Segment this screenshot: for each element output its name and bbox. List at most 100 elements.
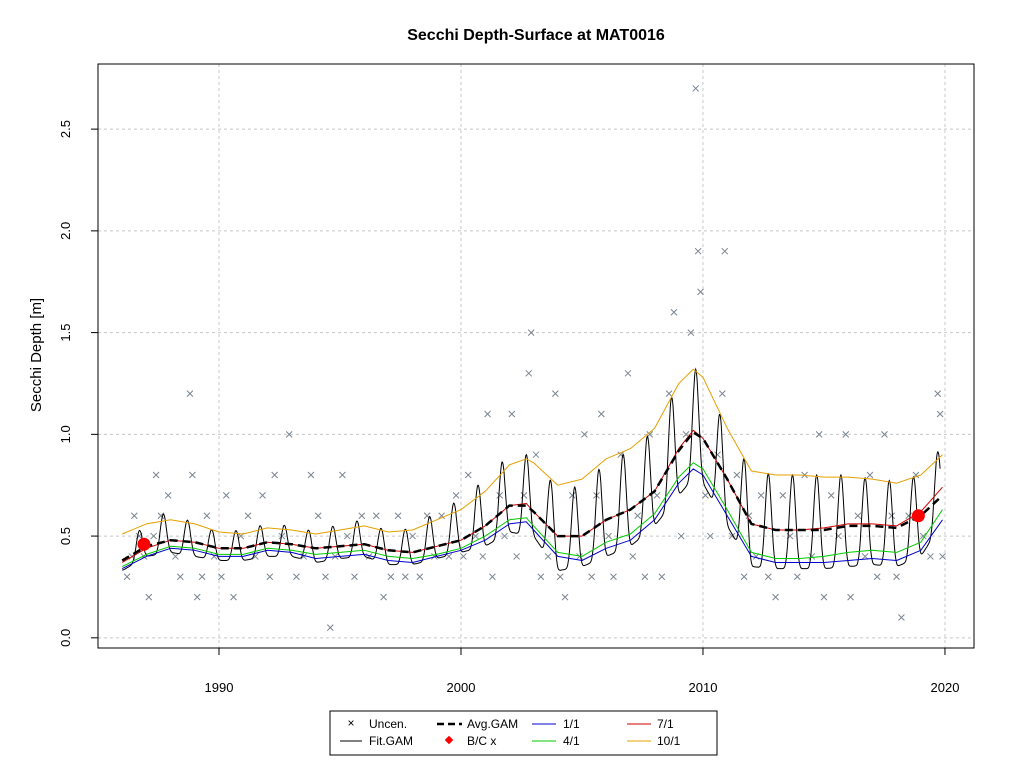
uncen-point-79 bbox=[610, 573, 617, 581]
uncen-point-26 bbox=[271, 471, 279, 479]
legend-4-1-label: 4/1 bbox=[563, 734, 580, 748]
uncen-point-93 bbox=[692, 85, 700, 92]
uncen-point-130 bbox=[919, 532, 927, 540]
doy-1-1-line bbox=[121, 468, 943, 570]
y-axis-ticks: 0.0 0.5 1.0 1.5 2.0 2.5 bbox=[58, 120, 98, 647]
uncen-point-64 bbox=[525, 369, 533, 377]
uncen-point-107 bbox=[764, 573, 772, 581]
doy-7-1-line bbox=[121, 429, 943, 563]
chart-title: Secchi Depth-Surface at MAT0016 bbox=[407, 27, 665, 44]
uncen-point-134 bbox=[939, 553, 946, 560]
uncen-point-14 bbox=[193, 593, 201, 601]
uncen-point-65 bbox=[527, 329, 535, 336]
legend-uncen-marker: × bbox=[347, 716, 354, 730]
uncen-point-84 bbox=[641, 573, 649, 581]
uncen-point-90 bbox=[677, 532, 685, 540]
legend-bc-marker bbox=[444, 735, 454, 745]
uncen-point-100 bbox=[721, 247, 729, 255]
uncen-point-62 bbox=[513, 553, 520, 560]
uncen-point-58 bbox=[489, 573, 496, 581]
uncen-point-46 bbox=[409, 532, 416, 540]
x-tick-label-3: 2020 bbox=[931, 680, 960, 695]
uncen-point-98 bbox=[714, 451, 721, 459]
uncen-point-12 bbox=[186, 390, 194, 397]
uncen-point-52 bbox=[452, 492, 460, 499]
uncen-point-120 bbox=[854, 512, 862, 520]
uncen-point-38 bbox=[351, 573, 358, 581]
uncen-point-18 bbox=[218, 573, 225, 581]
uncen-point-9 bbox=[164, 492, 172, 499]
uncen-point-89 bbox=[670, 308, 678, 316]
uncen-point-42 bbox=[380, 593, 387, 601]
legend-avg-label: Avg.GAM bbox=[467, 717, 518, 731]
uncen-point-87 bbox=[658, 573, 666, 581]
uncen-point-96 bbox=[702, 492, 709, 499]
uncen-point-68 bbox=[544, 553, 552, 560]
y-tick-label-5: 2.5 bbox=[58, 120, 73, 138]
bc-point-1 bbox=[911, 509, 925, 523]
uncen-point-122 bbox=[866, 471, 874, 479]
plot-area bbox=[121, 85, 946, 632]
uncen-point-0 bbox=[123, 573, 131, 581]
uncen-point-109 bbox=[779, 492, 787, 499]
uncen-point-94 bbox=[694, 247, 702, 255]
x-tick-label-2: 2010 bbox=[689, 680, 718, 695]
uncen-point-57 bbox=[484, 410, 491, 418]
uncen-point-56 bbox=[479, 553, 487, 560]
uncen-point-36 bbox=[339, 471, 346, 479]
uncen-point-88 bbox=[665, 390, 673, 397]
uncen-point-66 bbox=[532, 451, 540, 459]
x-axis-ticks: 1990 2000 2010 2020 bbox=[205, 648, 960, 695]
uncen-point-119 bbox=[847, 593, 854, 601]
y-tick-label-1: 0.5 bbox=[58, 527, 73, 545]
uncen-point-39 bbox=[358, 512, 366, 520]
plot-frame bbox=[97, 63, 975, 649]
y-axis-label: Secchi Depth [m] bbox=[28, 298, 45, 412]
uncen-point-31 bbox=[307, 471, 315, 479]
uncen-point-6 bbox=[150, 532, 158, 540]
uncen-point-13 bbox=[189, 471, 196, 479]
uncen-point-86 bbox=[653, 492, 661, 499]
uncen-point-20 bbox=[230, 593, 237, 601]
uncen-point-55 bbox=[472, 532, 479, 540]
uncen-point-131 bbox=[927, 553, 934, 560]
uncen-point-70 bbox=[556, 573, 564, 581]
uncen-point-74 bbox=[581, 430, 588, 438]
uncen-point-23 bbox=[251, 553, 259, 560]
legend-fit-label: Fit.GAM bbox=[369, 734, 413, 748]
legend-uncen-label: Uncen. bbox=[369, 717, 407, 731]
uncen-point-77 bbox=[597, 410, 605, 418]
doy-4-1-line bbox=[121, 462, 943, 568]
uncen-point-43 bbox=[387, 573, 395, 581]
uncen-point-124 bbox=[881, 430, 888, 438]
uncen-point-53 bbox=[460, 553, 467, 560]
legend-10-1-label: 10/1 bbox=[657, 734, 681, 748]
legend-7-1-label: 7/1 bbox=[657, 717, 674, 731]
uncen-point-113 bbox=[808, 553, 816, 560]
uncen-point-69 bbox=[552, 390, 559, 397]
legend: × Uncen. Fit.GAM Avg.GAM B/C x 1/1 4/1 7… bbox=[329, 710, 718, 756]
uncen-point-2 bbox=[130, 512, 138, 520]
legend-1-1-label: 1/1 bbox=[563, 717, 580, 731]
uncen-point-102 bbox=[733, 471, 741, 479]
uncen-point-59 bbox=[496, 492, 504, 499]
y-tick-label-4: 2.0 bbox=[58, 222, 73, 240]
uncen-point-121 bbox=[861, 553, 869, 560]
uncen-point-95 bbox=[697, 288, 704, 296]
uncen-point-32 bbox=[314, 512, 322, 520]
uncen-point-127 bbox=[898, 614, 905, 621]
uncen-point-7 bbox=[152, 471, 160, 479]
uncen-point-75 bbox=[588, 573, 596, 581]
uncen-point-37 bbox=[343, 532, 351, 540]
uncen-point-54 bbox=[464, 471, 472, 479]
legend-bc-label: B/C x bbox=[467, 734, 496, 748]
uncen-point-82 bbox=[629, 553, 637, 560]
uncen-point-29 bbox=[293, 573, 300, 581]
fit-gam-line bbox=[122, 367, 941, 571]
uncen-point-115 bbox=[820, 593, 828, 601]
uncen-point-47 bbox=[416, 573, 424, 581]
uncen-point-34 bbox=[326, 624, 334, 632]
uncen-point-33 bbox=[322, 573, 329, 581]
uncen-point-106 bbox=[757, 492, 765, 499]
